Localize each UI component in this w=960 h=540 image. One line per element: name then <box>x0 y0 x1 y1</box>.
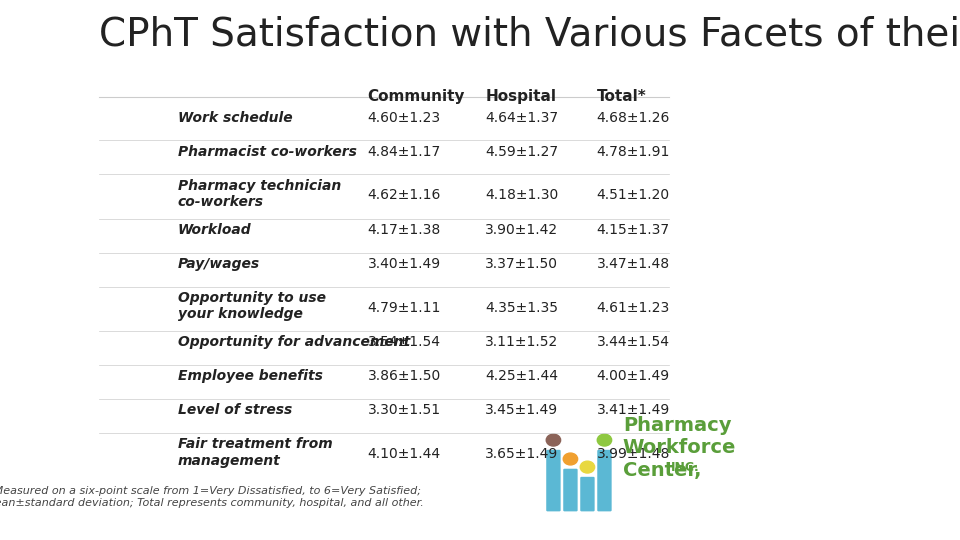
Text: CPhT Satisfaction with Various Facets of their Job: CPhT Satisfaction with Various Facets of… <box>100 16 960 54</box>
Text: 4.17±1.38: 4.17±1.38 <box>368 223 441 237</box>
Text: 4.61±1.23: 4.61±1.23 <box>596 301 670 315</box>
Text: Hospital: Hospital <box>486 89 557 104</box>
Text: *Measured on a six-point scale from 1=Very Dissatisfied, to 6=Very Satisfied;
Me: *Measured on a six-point scale from 1=Ve… <box>0 486 423 508</box>
Text: 4.68±1.26: 4.68±1.26 <box>596 111 670 125</box>
Text: Center,: Center, <box>623 461 701 480</box>
Text: Fair treatment from
management: Fair treatment from management <box>178 437 333 468</box>
Text: 3.30±1.51: 3.30±1.51 <box>368 403 441 417</box>
Text: 3.99±1.48: 3.99±1.48 <box>596 447 670 461</box>
Text: 4.18±1.30: 4.18±1.30 <box>486 188 559 202</box>
Circle shape <box>564 453 578 465</box>
Text: 3.65±1.49: 3.65±1.49 <box>486 447 559 461</box>
Text: Pharmacy technician
co-workers: Pharmacy technician co-workers <box>178 179 341 209</box>
Text: 3.41±1.49: 3.41±1.49 <box>596 403 670 417</box>
Text: 3.90±1.42: 3.90±1.42 <box>486 223 559 237</box>
FancyBboxPatch shape <box>580 477 594 511</box>
Text: 4.84±1.17: 4.84±1.17 <box>368 145 441 159</box>
Circle shape <box>597 434 612 446</box>
Text: 4.60±1.23: 4.60±1.23 <box>368 111 441 125</box>
Text: 3.40±1.49: 3.40±1.49 <box>368 257 441 271</box>
Text: 4.15±1.37: 4.15±1.37 <box>596 223 670 237</box>
Text: 4.59±1.27: 4.59±1.27 <box>486 145 559 159</box>
Circle shape <box>546 434 561 446</box>
FancyBboxPatch shape <box>597 450 612 511</box>
Text: Workload: Workload <box>178 223 252 237</box>
Text: 3.86±1.50: 3.86±1.50 <box>368 369 441 383</box>
Text: Employee benefits: Employee benefits <box>178 369 323 383</box>
Text: Work schedule: Work schedule <box>178 111 293 125</box>
FancyBboxPatch shape <box>546 450 561 511</box>
Text: Pay/wages: Pay/wages <box>178 257 260 271</box>
FancyBboxPatch shape <box>564 469 578 511</box>
Text: Workforce: Workforce <box>623 438 736 457</box>
Text: Total*: Total* <box>596 89 646 104</box>
Text: 3.47±1.48: 3.47±1.48 <box>596 257 670 271</box>
Text: 4.79±1.11: 4.79±1.11 <box>368 301 441 315</box>
Text: 4.62±1.16: 4.62±1.16 <box>368 188 441 202</box>
Text: Level of stress: Level of stress <box>178 403 292 417</box>
Text: 4.64±1.37: 4.64±1.37 <box>486 111 559 125</box>
Text: Pharmacy: Pharmacy <box>623 416 732 435</box>
Text: 3.37±1.50: 3.37±1.50 <box>486 257 559 271</box>
Text: Community: Community <box>368 89 466 104</box>
Text: Opportunity to use
your knowledge: Opportunity to use your knowledge <box>178 291 326 321</box>
Text: 4.51±1.20: 4.51±1.20 <box>596 188 670 202</box>
Text: 3.11±1.52: 3.11±1.52 <box>486 335 559 349</box>
Text: 4.25±1.44: 4.25±1.44 <box>486 369 559 383</box>
Text: 4.78±1.91: 4.78±1.91 <box>596 145 670 159</box>
Text: 3.45±1.49: 3.45±1.49 <box>486 403 559 417</box>
Text: Opportunity for advancement: Opportunity for advancement <box>178 335 410 349</box>
Text: 3.44±1.54: 3.44±1.54 <box>596 335 670 349</box>
Text: Pharmacist co-workers: Pharmacist co-workers <box>178 145 357 159</box>
Text: 4.00±1.49: 4.00±1.49 <box>596 369 670 383</box>
Text: 4.35±1.35: 4.35±1.35 <box>486 301 559 315</box>
Text: INC.: INC. <box>670 461 699 474</box>
Text: 3.54±1.54: 3.54±1.54 <box>368 335 441 349</box>
Circle shape <box>580 461 594 473</box>
Text: 4.10±1.44: 4.10±1.44 <box>368 447 441 461</box>
